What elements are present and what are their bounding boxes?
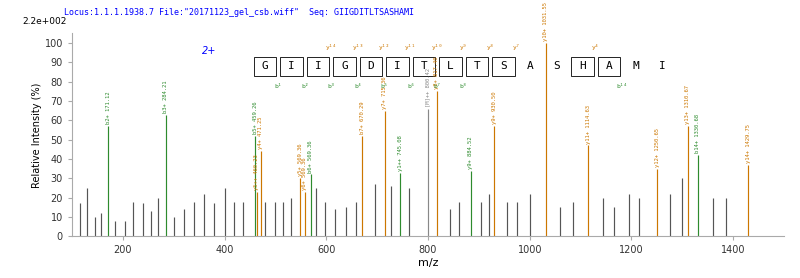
Text: y10+ 1031.55: y10+ 1031.55 — [543, 2, 548, 41]
Text: 2+: 2+ — [202, 46, 216, 56]
Text: y8+ 817.40: y8+ 817.40 — [434, 57, 439, 90]
Text: y⁷: y⁷ — [513, 44, 520, 50]
Text: I: I — [658, 61, 666, 71]
Text: [M]++ 800.42: [M]++ 800.42 — [426, 68, 430, 107]
Text: b14+ 1330.68: b14+ 1330.68 — [695, 114, 700, 153]
Text: H: H — [579, 61, 586, 71]
Text: y9+ 930.50: y9+ 930.50 — [492, 92, 497, 124]
Text: D: D — [368, 61, 374, 71]
X-axis label: m/z: m/z — [418, 258, 438, 268]
Text: y¹⁴: y¹⁴ — [326, 44, 337, 50]
Text: y⁴: y⁴ — [592, 44, 599, 50]
Text: y¹³: y¹³ — [352, 44, 363, 50]
Text: y6+ 569.36: y6+ 569.36 — [302, 157, 307, 190]
Text: I: I — [288, 61, 295, 71]
Text: S: S — [500, 61, 506, 71]
Text: b5+ 459.26: b5+ 459.26 — [253, 101, 258, 134]
Text: I: I — [394, 61, 401, 71]
Text: b⁴: b⁴ — [354, 84, 362, 89]
Text: y⁹: y⁹ — [460, 44, 467, 50]
Text: b²: b² — [301, 84, 309, 89]
Text: y13+ 1310.67: y13+ 1310.67 — [686, 85, 690, 124]
Text: b⁷: b⁷ — [434, 84, 441, 89]
Text: y14+ 1429.75: y14+ 1429.75 — [746, 124, 750, 163]
Text: y¹⁰: y¹⁰ — [431, 44, 442, 50]
Text: b¹: b¹ — [274, 84, 282, 89]
Text: A: A — [606, 61, 613, 71]
Text: y7+ 715.36: y7+ 715.36 — [382, 76, 387, 109]
Text: y11+ 1114.63: y11+ 1114.63 — [586, 105, 590, 143]
Text: L: L — [447, 61, 454, 71]
Text: y9+ 884.52: y9+ 884.52 — [469, 136, 474, 169]
Text: M: M — [632, 61, 639, 71]
Text: y1++ 745.08: y1++ 745.08 — [398, 135, 402, 171]
Text: y5++ 460.23: y5++ 460.23 — [254, 154, 259, 190]
Text: A: A — [526, 61, 533, 71]
Text: S: S — [553, 61, 559, 71]
Text: G: G — [342, 61, 348, 71]
Text: y¹²: y¹² — [378, 44, 390, 50]
Text: b7+ 670.29: b7+ 670.29 — [359, 101, 365, 134]
Text: 2.2e+002: 2.2e+002 — [22, 17, 66, 26]
Text: b⁸: b⁸ — [460, 84, 467, 89]
Text: b6+ 569.36: b6+ 569.36 — [308, 140, 314, 173]
Text: y12+ 1250.65: y12+ 1250.65 — [654, 128, 660, 167]
Text: I: I — [314, 61, 322, 71]
Text: T: T — [474, 61, 480, 71]
Text: b¹⁴: b¹⁴ — [617, 84, 628, 89]
Text: y5+ 569.36: y5+ 569.36 — [298, 144, 303, 176]
Text: b⁶: b⁶ — [407, 84, 414, 89]
Y-axis label: Relative Intensity (%): Relative Intensity (%) — [32, 82, 42, 188]
Text: Locus:1.1.1.1938.7 File:"20171123_gel_csb.wiff"  Seq: GIIGDITLTSASHAMI: Locus:1.1.1.1938.7 File:"20171123_gel_cs… — [64, 8, 414, 17]
Text: b³: b³ — [328, 84, 335, 89]
Text: y¹¹: y¹¹ — [405, 44, 416, 50]
Text: b3+ 284.21: b3+ 284.21 — [163, 80, 168, 113]
Text: b2+ 171.12: b2+ 171.12 — [106, 92, 110, 124]
Text: y4+ 471.25: y4+ 471.25 — [258, 117, 263, 149]
Text: b⁵: b⁵ — [381, 84, 388, 89]
Text: G: G — [262, 61, 269, 71]
Text: T: T — [421, 61, 427, 71]
Text: y⁸: y⁸ — [486, 44, 494, 50]
